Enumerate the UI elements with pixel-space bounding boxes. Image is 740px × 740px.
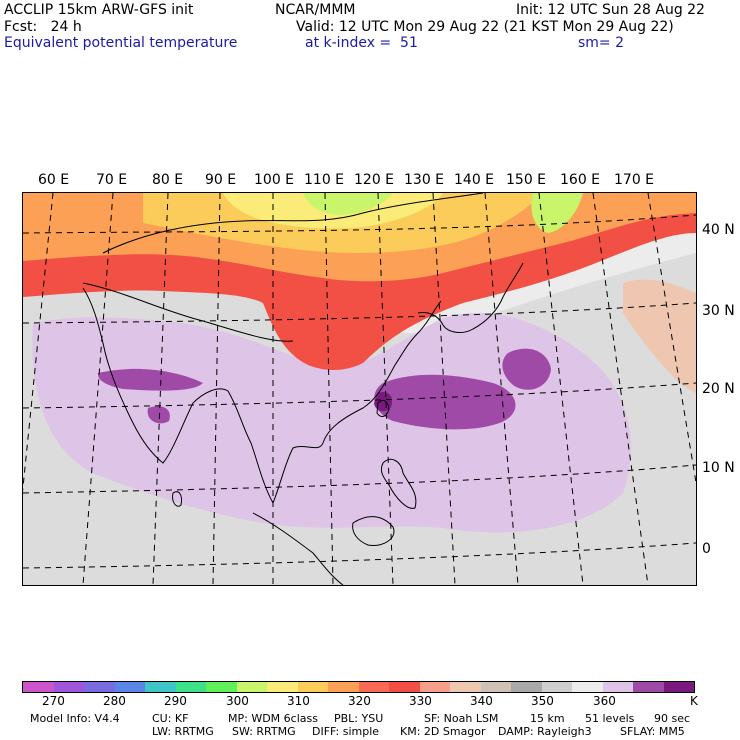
- coastline-borneo: [352, 516, 395, 547]
- lat-label: 0: [702, 541, 711, 557]
- colorbar-swatch: [419, 682, 450, 692]
- km-option: KM: 2D Smagor: [400, 725, 486, 738]
- shortwave-scheme: SW: RRTMG: [232, 725, 296, 738]
- colorbar-swatch: [389, 682, 420, 692]
- colorbar-swatch: [145, 682, 176, 692]
- colorbar-unit: K: [690, 694, 698, 708]
- map-canvas: [23, 193, 696, 585]
- lon-label: 130 E: [404, 172, 445, 188]
- colorbar-swatch: [511, 682, 542, 692]
- colorbar-label: 270: [42, 694, 65, 708]
- coastline-japan: [417, 262, 524, 333]
- levels: 51 levels: [585, 712, 635, 725]
- lat-label: 30 N: [702, 303, 735, 319]
- microphysics-scheme: MP: WDM 6class: [228, 712, 318, 725]
- surface-scheme: SF: Noah LSM: [424, 712, 499, 725]
- lon-label: 100 E: [254, 172, 295, 188]
- lat-label: 10 N: [702, 460, 735, 476]
- lon-label: 140 E: [454, 172, 495, 188]
- lat-line: [23, 464, 696, 494]
- colorbar-label: 330: [409, 694, 432, 708]
- cool-core: [531, 193, 583, 233]
- coastline-srilanka: [172, 491, 182, 507]
- colorbar-swatch: [358, 682, 389, 692]
- lat-line: [23, 542, 696, 569]
- high-theta-patch: [97, 368, 203, 391]
- field-name: Equivalent potential temperature: [4, 35, 238, 51]
- colorbar-swatch: [23, 682, 54, 692]
- colorbar-label: 280: [103, 694, 126, 708]
- damping: DAMP: Rayleigh3: [498, 725, 592, 738]
- lon-label: 170 E: [614, 172, 655, 188]
- coastline-asia: [82, 287, 442, 505]
- theta-e-map: [22, 192, 697, 586]
- colorbar-swatch: [206, 682, 237, 692]
- lat-line: [23, 382, 696, 409]
- level-index: at k-index = 51: [305, 35, 418, 51]
- colorbar-swatch: [267, 682, 298, 692]
- lat-label: 40 N: [702, 222, 735, 238]
- warm-patch: [623, 279, 696, 393]
- longwave-scheme: LW: RRTMG: [152, 725, 214, 738]
- pbl-scheme: PBL: YSU: [334, 712, 384, 725]
- forecast-hour: Fcst: 24 h: [4, 19, 82, 35]
- lon-label: 80 E: [152, 172, 184, 188]
- lon-label: 60 E: [38, 172, 70, 188]
- colorbar: [22, 681, 695, 693]
- lon-label: 70 E: [96, 172, 128, 188]
- model-title: ACCLIP 15km ARW-GFS init: [4, 2, 194, 18]
- lat-line: [23, 214, 696, 234]
- high-theta-patch: [147, 406, 170, 424]
- coastline-taiwan: [376, 400, 390, 417]
- surface-layer: SFLAY: MM5: [620, 725, 685, 738]
- colorbar-swatch: [53, 682, 84, 692]
- lon-line: [647, 193, 696, 486]
- graticule: [23, 193, 696, 585]
- lon-label: 120 E: [354, 172, 395, 188]
- colorbar-swatch: [175, 682, 206, 692]
- colorbar-swatch: [602, 682, 633, 692]
- colorbar-label: 340: [470, 694, 493, 708]
- colorbar-swatch: [572, 682, 603, 692]
- colorbar-label: 300: [226, 694, 249, 708]
- colorbar-swatch: [84, 682, 115, 692]
- colorbar-swatch: [541, 682, 572, 692]
- coastline-sumatra: [252, 512, 344, 585]
- colorbar-swatch: [328, 682, 359, 692]
- moist-region: [32, 312, 631, 533]
- colorbar-label: 350: [531, 694, 554, 708]
- init-time: Init: 12 UTC Sun 28 Aug 22: [516, 2, 705, 18]
- lon-label: 110 E: [304, 172, 345, 188]
- colorbar-swatch: [663, 682, 694, 692]
- coastline-philippines: [380, 458, 417, 509]
- timestep: 90 sec: [654, 712, 691, 725]
- colorbar-swatch: [633, 682, 664, 692]
- lat-label: 20 N: [702, 381, 735, 397]
- lat-line: [23, 302, 696, 324]
- lon-label: 90 E: [205, 172, 237, 188]
- colorbar-swatch: [450, 682, 481, 692]
- model-info: Model Info: V4.4: [30, 712, 120, 725]
- colorbar-swatch: [236, 682, 267, 692]
- colorbar-label: 320: [348, 694, 371, 708]
- resolution: 15 km: [530, 712, 565, 725]
- cumulus-scheme: CU: KF: [152, 712, 189, 725]
- colorbar-label: 310: [287, 694, 310, 708]
- country-border: [82, 282, 294, 342]
- colorbar-swatch: [114, 682, 145, 692]
- colorbar-swatch: [480, 682, 511, 692]
- lon-label: 150 E: [506, 172, 547, 188]
- smoothing-label: sm= 2: [578, 35, 625, 51]
- colorbar-label: 360: [593, 694, 616, 708]
- diffusion: DIFF: simple: [312, 725, 380, 738]
- country-border: [102, 193, 484, 254]
- valid-time: Valid: 12 UTC Mon 29 Aug 22 (21 KST Mon …: [296, 19, 674, 35]
- lon-label: 160 E: [560, 172, 601, 188]
- typhoon-core: [502, 348, 551, 390]
- coastlines: [82, 193, 524, 585]
- high-theta-patch: [374, 391, 393, 412]
- colorbar-swatch: [297, 682, 328, 692]
- colorbar-label: 290: [164, 694, 187, 708]
- institution-label: NCAR/MMM: [275, 2, 356, 18]
